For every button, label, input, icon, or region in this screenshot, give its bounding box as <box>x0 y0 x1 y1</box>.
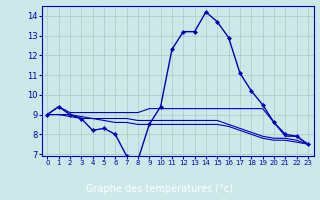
Text: Graphe des températures (°c): Graphe des températures (°c) <box>86 183 234 194</box>
